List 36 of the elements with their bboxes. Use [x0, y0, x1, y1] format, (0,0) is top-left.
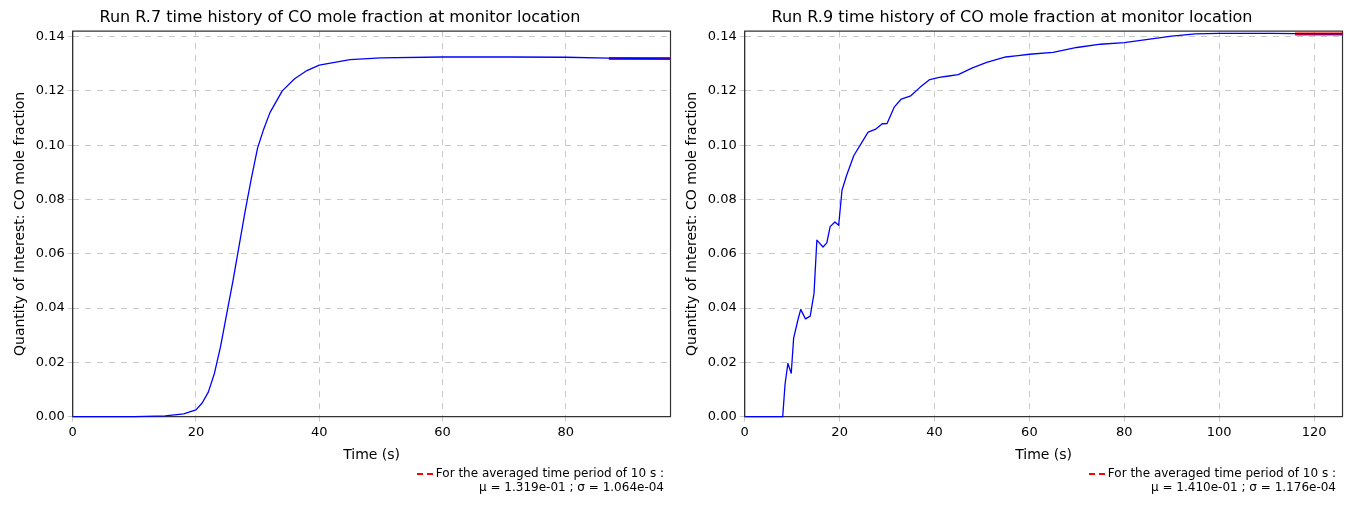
- y-tick-label: 0.00: [707, 407, 737, 423]
- chart-title: Run R.7 time history of CO mole fraction at monitor location: [99, 6, 581, 26]
- y-tick-label: 0.10: [707, 136, 737, 152]
- x-axis-title: Time (s): [1014, 446, 1073, 463]
- x-tick-label: 40: [310, 423, 328, 439]
- x-tick-label: 40: [926, 423, 943, 439]
- x-axis-title: Time (s): [342, 446, 401, 463]
- y-tick-label: 0.14: [707, 28, 737, 43]
- legend-label: For the averaged time period of 10 s : μ = 1.319e-01 ; σ = 1.064e-04: [435, 466, 664, 494]
- x-tick-label: 60: [434, 423, 451, 439]
- x-tick-label: 120: [1301, 423, 1327, 439]
- y-tick-label: 0.06: [35, 245, 65, 261]
- y-axis-title: Quantity of Interest: CO mole fraction: [683, 91, 700, 356]
- y-tick-label: 0.02: [707, 353, 737, 369]
- y-tick-label: 0.14: [35, 28, 65, 43]
- y-tick-label: 0.08: [35, 190, 65, 206]
- y-tick-label: 0.02: [35, 353, 65, 369]
- y-axis-title: Quantity of Interest: CO mole fraction: [11, 91, 28, 356]
- y-tick-label: 0.12: [707, 82, 737, 98]
- y-tick-label: 0.08: [707, 190, 737, 206]
- x-tick-label: 0: [68, 423, 77, 439]
- x-tick-label: 80: [557, 423, 575, 439]
- x-tick-label: 60: [1021, 423, 1038, 439]
- legend-label: For the averaged time period of 10 s : μ = 1.410e-01 ; σ = 1.176e-04: [1107, 466, 1336, 494]
- y-tick-label: 0.04: [35, 299, 65, 315]
- y-tick-label: 0.00: [35, 407, 65, 423]
- x-tick-label: 80: [1116, 423, 1133, 439]
- y-tick-label: 0.10: [35, 136, 65, 152]
- y-tick-label: 0.12: [35, 82, 65, 98]
- x-tick-label: 0: [740, 423, 749, 439]
- x-tick-label: 20: [187, 423, 205, 439]
- x-tick-label: 100: [1206, 423, 1232, 439]
- y-tick-label: 0.04: [707, 299, 737, 315]
- x-tick-label: 20: [831, 423, 848, 439]
- y-tick-label: 0.06: [707, 245, 737, 261]
- chart-title: Run R.9 time history of CO mole fraction at monitor location: [771, 6, 1253, 26]
